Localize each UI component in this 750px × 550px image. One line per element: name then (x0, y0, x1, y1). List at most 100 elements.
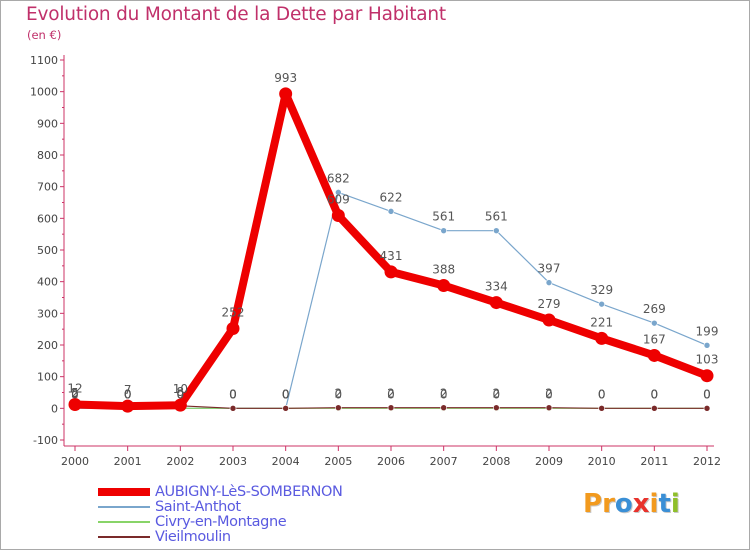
data-point (440, 404, 447, 412)
legend-swatch (98, 488, 150, 496)
data-label: 0 (124, 387, 132, 401)
data-point (703, 342, 711, 349)
data-point (387, 208, 395, 215)
data-point (545, 279, 553, 286)
y-tick-label: 600 (37, 212, 58, 225)
data-label: 561 (432, 210, 455, 224)
data-point (229, 405, 237, 412)
data-point (121, 399, 135, 413)
data-point (173, 398, 187, 412)
data-label: 2 (545, 387, 553, 401)
data-label: 10 (173, 382, 188, 396)
y-tick-label: 300 (37, 307, 58, 320)
data-point (598, 300, 605, 308)
data-label: 12 (67, 382, 82, 396)
series-lines (68, 87, 714, 413)
data-point (437, 278, 451, 292)
data-point (595, 331, 609, 345)
data-label: 167 (643, 332, 666, 346)
data-label: 561 (485, 210, 508, 224)
data-point (542, 313, 556, 327)
data-point (331, 208, 345, 222)
chart-unit-label: (en €) (27, 28, 62, 42)
data-label: 0 (598, 387, 606, 401)
data-label: 2 (71, 387, 79, 401)
data-label: 2 (440, 387, 448, 401)
y-tick-label: 0 (51, 402, 58, 415)
y-tick-label: 800 (37, 149, 58, 162)
x-tick-label: 2004 (272, 455, 300, 468)
x-tick-label: 2011 (640, 455, 668, 468)
series-line-1 (74, 191, 708, 409)
data-label: 221 (590, 315, 613, 329)
data-label: 993 (274, 71, 297, 85)
logo-letter: i (649, 489, 659, 519)
data-point (545, 404, 553, 412)
x-tick-label: 2005 (324, 455, 352, 468)
data-label: 0 (229, 387, 237, 401)
y-tick-label: 500 (37, 244, 58, 257)
data-label: 0 (545, 387, 553, 401)
data-label: 0 (282, 387, 290, 401)
data-label: 0 (335, 387, 343, 401)
data-label: 0 (71, 387, 79, 401)
y-tick-label: 700 (37, 181, 58, 194)
logo-letter: o (614, 489, 633, 519)
x-tick-label: 2010 (588, 455, 616, 468)
data-label: 0 (229, 387, 237, 401)
data-label: 0 (282, 387, 290, 401)
data-label: 252 (222, 306, 245, 320)
data-label: 0 (124, 387, 132, 401)
data-label: 0 (703, 387, 711, 401)
axes: -100010020030040050060070080090010001100… (30, 54, 721, 468)
data-label: 0 (703, 387, 711, 401)
data-label: 5 (71, 386, 79, 400)
x-tick-label: 2008 (482, 455, 510, 468)
data-label: 0 (229, 387, 237, 401)
data-point (279, 87, 293, 101)
data-point (651, 405, 658, 412)
y-tick-label: 1100 (30, 54, 58, 67)
data-label: 609 (327, 192, 350, 206)
data-point (647, 348, 661, 362)
data-label: 279 (538, 297, 561, 311)
logo-letter: i (670, 489, 680, 519)
data-label: 0 (282, 387, 290, 401)
x-tick-label: 2009 (535, 455, 563, 468)
logo-letter: t (658, 489, 671, 519)
data-label: 622 (380, 190, 403, 204)
data-point (387, 404, 395, 412)
data-label: 2 (493, 387, 501, 401)
logo-letter: r (602, 489, 615, 519)
data-label: 8 (177, 385, 185, 399)
data-point (384, 265, 398, 279)
legend-label: Vieilmoulin (155, 529, 231, 545)
data-label: 431 (380, 249, 403, 263)
data-label: 0 (440, 387, 448, 401)
x-tick-label: 2000 (61, 455, 89, 468)
data-label: 2 (335, 387, 343, 401)
data-label: 0 (387, 387, 395, 401)
data-point (68, 398, 82, 412)
x-tick-label: 2007 (430, 455, 458, 468)
x-tick-label: 2001 (114, 455, 142, 468)
y-tick-label: 100 (37, 371, 58, 384)
x-tick-label: 2006 (377, 455, 405, 468)
legend-swatch (98, 506, 150, 508)
data-label: 0 (124, 387, 132, 401)
data-point (651, 319, 658, 327)
data-point (700, 369, 714, 383)
data-label: 0 (177, 387, 185, 401)
data-point (493, 227, 500, 234)
data-point (335, 404, 342, 412)
x-tick-label: 2012 (693, 455, 721, 468)
y-tick-label: 900 (37, 117, 58, 130)
data-label: 0 (493, 387, 501, 401)
data-point (335, 189, 342, 196)
data-label: 388 (432, 262, 455, 276)
legend-label: AUBIGNY-LèS-SOMBERNON (155, 484, 343, 500)
data-label: 334 (485, 280, 508, 294)
